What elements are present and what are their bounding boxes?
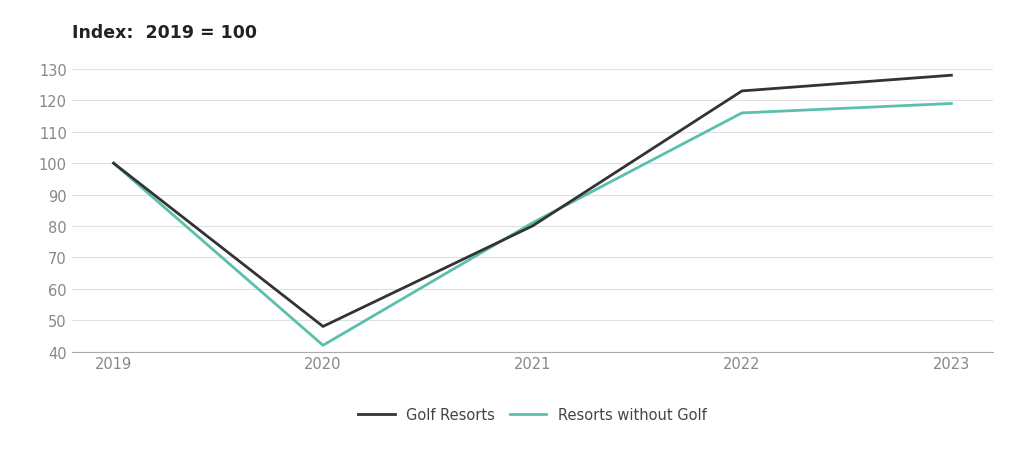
- Resorts without Golf: [736, 111, 749, 116]
- Resorts without Golf: [945, 101, 957, 107]
- Resorts without Golf: [108, 161, 120, 166]
- Legend: Golf Resorts, Resorts without Golf: Golf Resorts, Resorts without Golf: [352, 401, 713, 428]
- Golf Resorts: [526, 224, 539, 229]
- Golf Resorts: [945, 74, 957, 79]
- Line: Golf Resorts: Golf Resorts: [114, 76, 951, 327]
- Resorts without Golf: [526, 221, 539, 226]
- Golf Resorts: [108, 161, 120, 166]
- Line: Resorts without Golf: Resorts without Golf: [114, 104, 951, 345]
- Resorts without Golf: [316, 343, 329, 348]
- Golf Resorts: [316, 324, 329, 329]
- Text: Index:  2019 = 100: Index: 2019 = 100: [72, 23, 257, 41]
- Golf Resorts: [736, 89, 749, 94]
